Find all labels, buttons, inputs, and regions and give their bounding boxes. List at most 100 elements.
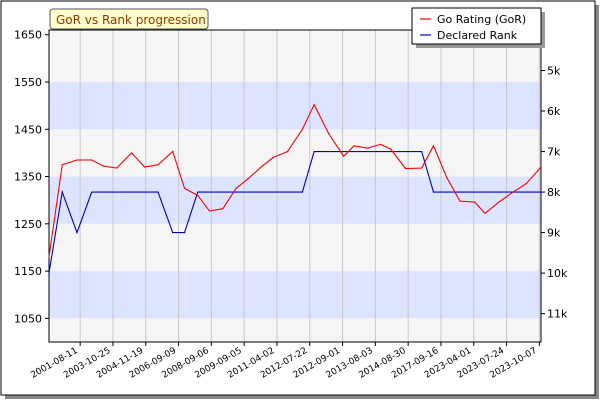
rank-point-19: [301, 191, 303, 193]
rank-point-30: [446, 191, 448, 193]
gor-point-6: [130, 152, 133, 154]
left-tick-label-5: 1550: [14, 76, 42, 89]
rank-point-24: [366, 150, 368, 153]
rank-point-29: [432, 191, 435, 193]
rank-point-6: [130, 191, 133, 193]
gor-point-2: [76, 159, 78, 161]
right-axis: 5k 6k 7k 8k 9k 10k 11k: [541, 65, 568, 321]
rank-point-7: [144, 191, 146, 193]
left-tick-label-1: 1150: [14, 265, 42, 278]
rank-point-33: [484, 191, 486, 193]
gor-point-32: [474, 201, 476, 203]
gor-point-25: [379, 143, 382, 145]
band-1: [49, 176, 541, 224]
gor-point-12: [208, 210, 211, 212]
rank-point-31: [459, 191, 461, 193]
rank-point-21: [328, 150, 330, 153]
rank-point-14: [235, 191, 237, 193]
rank-point-15: [247, 191, 249, 193]
plot-bands: [49, 82, 541, 319]
rank-point-34: [497, 191, 499, 193]
gor-point-19: [301, 128, 303, 130]
gor-point-14: [235, 187, 237, 189]
gor-point-37: [540, 166, 542, 168]
vertical-gridlines: [79, 30, 540, 342]
rank-point-17: [272, 191, 274, 193]
right-tick-label-3: 8k: [547, 186, 561, 199]
gor-point-8: [157, 164, 159, 166]
left-tick-label-3: 1350: [14, 171, 42, 184]
left-axis: 1050 1150 1250 1350 1450 1550 1650: [14, 29, 49, 325]
gor-point-3: [91, 159, 93, 161]
gor-point-5: [116, 167, 118, 169]
gor-point-15: [247, 178, 249, 180]
gor-point-7: [144, 166, 146, 168]
gor-point-20: [313, 104, 315, 106]
left-tick-label-0: 1050: [14, 312, 42, 325]
rank-point-18: [287, 191, 289, 193]
rank-point-16: [260, 191, 262, 193]
rank-point-4: [102, 191, 105, 193]
title-box: [49, 8, 209, 30]
right-tick-label-2: 7k: [547, 146, 561, 159]
rank-point-3: [91, 191, 93, 193]
rank-point-20: [313, 150, 315, 153]
gor-point-33: [484, 212, 486, 215]
band-2: [49, 82, 541, 130]
right-tick-label-6: 11k: [547, 308, 568, 321]
rank-point-25: [379, 150, 382, 153]
gor-point-9: [172, 150, 174, 153]
legend-label-rank: Declared Rank: [437, 29, 518, 42]
gor-point-16: [260, 166, 262, 168]
series-layer: [48, 103, 542, 274]
gor-point-4: [102, 165, 105, 167]
gor-point-27: [404, 167, 407, 170]
chart-title: GoR vs Rank progression: [56, 13, 206, 27]
gor-point-0: [48, 256, 50, 258]
gor-point-21: [328, 133, 330, 135]
rank-point-11: [197, 191, 199, 193]
band-0: [49, 271, 541, 319]
gor-point-29: [432, 145, 435, 147]
gor-point-13: [222, 208, 224, 210]
gor-point-11: [197, 194, 199, 197]
right-tick-label-0: 5k: [547, 65, 561, 78]
gor-point-22: [343, 155, 345, 157]
gor-point-24: [366, 147, 368, 149]
series-line-declared-rank: [48, 151, 541, 274]
gor-point-28: [421, 167, 423, 169]
rank-point-12: [208, 191, 211, 193]
rank-point-13: [222, 191, 224, 193]
legend-label-gor: Go Rating (GoR): [437, 13, 526, 26]
series-line-gor: [48, 103, 542, 257]
right-tick-label-4: 9k: [547, 227, 561, 240]
gor-point-34: [497, 201, 499, 204]
rank-point-26: [390, 150, 392, 153]
plot-border: [48, 29, 542, 343]
rank-point-36: [525, 191, 527, 193]
gor-point-31: [459, 200, 461, 202]
rank-point-28: [421, 150, 423, 153]
gor-point-23: [353, 145, 355, 147]
rank-point-5: [116, 191, 118, 193]
gor-point-36: [525, 183, 527, 185]
right-tick-label-1: 6k: [547, 105, 561, 118]
left-tick-label-2: 1250: [14, 218, 42, 231]
legend-box: [411, 7, 542, 45]
gor-point-18: [287, 150, 289, 153]
gor-point-26: [390, 148, 392, 150]
gor-point-35: [510, 192, 513, 194]
rank-point-10: [183, 231, 186, 234]
gor-point-17: [272, 157, 274, 159]
right-tick-label-5: 10k: [547, 267, 568, 280]
rank-point-1: [61, 191, 63, 193]
rank-point-0: [48, 272, 50, 274]
rank-point-32: [474, 191, 476, 193]
gor-point-10: [183, 187, 186, 189]
rank-point-8: [157, 191, 159, 193]
rank-point-22: [343, 150, 345, 153]
rank-point-23: [353, 150, 355, 153]
gor-point-30: [446, 176, 448, 179]
left-tick-label-4: 1450: [14, 123, 42, 136]
